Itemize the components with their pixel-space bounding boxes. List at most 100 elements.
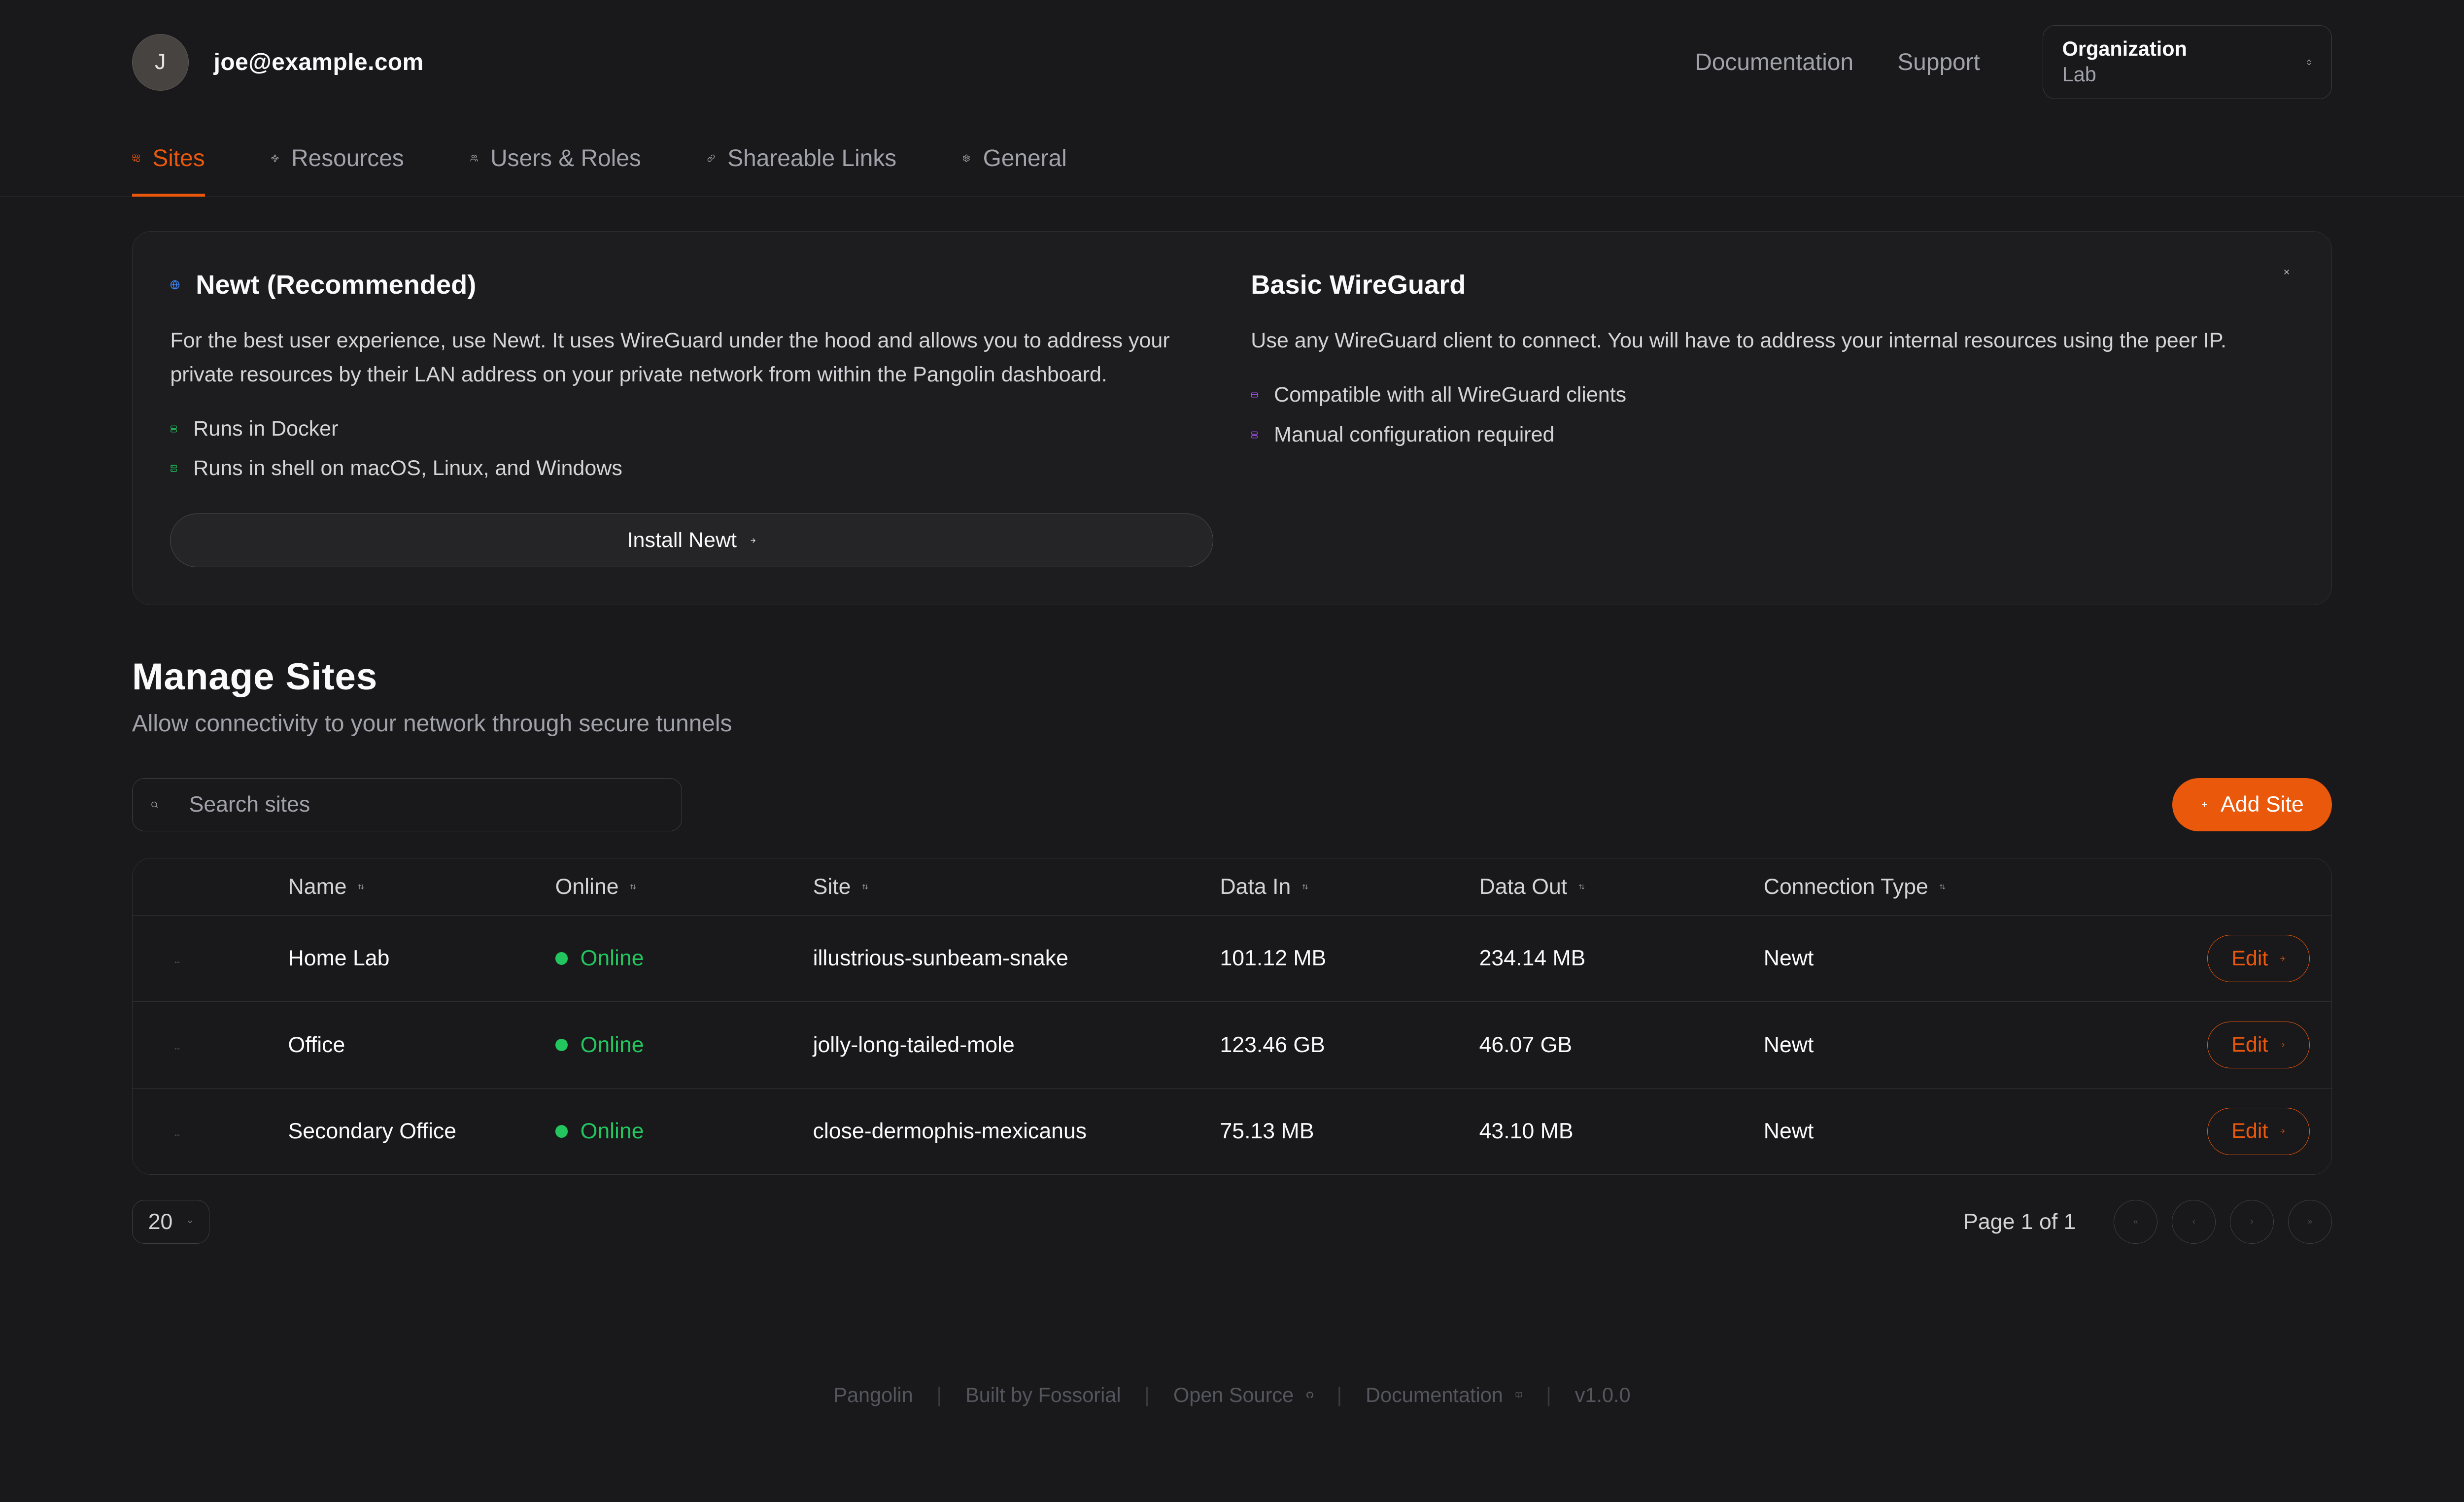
- column-header-online[interactable]: Online: [555, 875, 813, 899]
- wireguard-section: Basic WireGuard Use any WireGuard client…: [1251, 270, 2293, 567]
- tab-bar: Sites Resources Users & Roles Shareable …: [0, 123, 2464, 197]
- data-in: 123.46 GB: [1220, 1032, 1325, 1057]
- ellipsis-icon: [174, 1048, 179, 1050]
- site-nice-id: jolly-long-tailed-mole: [813, 1032, 1015, 1057]
- online-status: Online: [555, 1033, 813, 1058]
- gear-icon: [963, 154, 970, 162]
- avatar[interactable]: J: [132, 34, 189, 91]
- site-name: Home Lab: [288, 946, 390, 971]
- close-icon: [2284, 270, 2289, 274]
- sites-icon: [132, 154, 140, 162]
- sites-table: Name Online Site Data In Data Out Connec…: [132, 858, 2332, 1175]
- chevrons-up-down-icon: [2307, 59, 2311, 65]
- close-button[interactable]: [2277, 262, 2297, 282]
- last-page-button[interactable]: [2288, 1200, 2332, 1244]
- column-header-data-in[interactable]: Data In: [1220, 875, 1479, 899]
- chevron-left-icon: [2192, 1220, 2195, 1224]
- row-menu-button[interactable]: [167, 1125, 187, 1145]
- sort-icon: [862, 884, 868, 889]
- credit-card-icon: [1251, 392, 1258, 398]
- page-indicator: Page 1 of 1: [1963, 1209, 2076, 1234]
- top-bar: J joe@example.com Documentation Support …: [0, 0, 2464, 123]
- table-header: Name Online Site Data In Data Out Connec…: [133, 858, 2331, 915]
- row-menu-button[interactable]: [167, 953, 187, 973]
- footer-version: v1.0.0: [1574, 1383, 1631, 1407]
- row-menu-button[interactable]: [167, 1039, 187, 1059]
- site-footer: Pangolin | Built by Fossorial | Open Sou…: [833, 1383, 1631, 1407]
- org-switcher[interactable]: Organization Lab: [2043, 25, 2332, 100]
- data-in: 75.13 MB: [1220, 1119, 1314, 1143]
- data-out: 46.07 GB: [1479, 1032, 1573, 1057]
- site-name: Secondary Office: [288, 1119, 457, 1143]
- search-input[interactable]: [132, 778, 682, 831]
- sort-icon: [358, 884, 364, 889]
- ellipsis-icon: [174, 1134, 179, 1136]
- chevron-down-icon: [188, 1221, 192, 1223]
- feature-item: Compatible with all WireGuard clients: [1251, 383, 2293, 407]
- add-site-button[interactable]: Add Site: [2172, 778, 2332, 831]
- connection-type: Newt: [1763, 1119, 1814, 1143]
- server-icon: [171, 425, 177, 432]
- user-email: joe@example.com: [213, 49, 424, 75]
- link-icon: [707, 154, 715, 162]
- connect-card: Newt (Recommended) For the best user exp…: [132, 231, 2332, 606]
- wireguard-description: Use any WireGuard client to connect. You…: [1251, 328, 2226, 352]
- prev-page-button[interactable]: [2171, 1200, 2216, 1244]
- column-header-name[interactable]: Name: [288, 875, 555, 899]
- plus-icon: [2202, 802, 2207, 807]
- edit-button[interactable]: Edit: [2207, 1108, 2310, 1155]
- wireguard-title: Basic WireGuard: [1251, 270, 1466, 300]
- tab-general[interactable]: General: [962, 136, 1067, 197]
- top-bar-right: Documentation Support Organization Lab: [1651, 25, 2332, 100]
- status-dot: [555, 952, 568, 965]
- table-row: Office Online jolly-long-tailed-mole 123…: [132, 1001, 2332, 1088]
- first-page-button[interactable]: [2113, 1200, 2158, 1244]
- sort-icon: [1940, 884, 1946, 889]
- page-subtitle: Allow connectivity to your network throu…: [132, 710, 732, 737]
- edit-button[interactable]: Edit: [2207, 1021, 2310, 1069]
- tab-shareable-links[interactable]: Shareable Links: [707, 136, 896, 197]
- tab-users-roles[interactable]: Users & Roles: [470, 136, 641, 197]
- sort-icon: [630, 884, 636, 889]
- sort-icon: [1302, 884, 1308, 889]
- next-page-button[interactable]: [2229, 1200, 2274, 1244]
- server-icon: [171, 465, 177, 472]
- edit-button[interactable]: Edit: [2207, 935, 2310, 982]
- status-dot: [555, 1125, 568, 1138]
- column-header-data-out[interactable]: Data Out: [1479, 875, 1764, 899]
- column-header-connection-type[interactable]: Connection Type: [1764, 875, 2194, 899]
- nav-link-documentation[interactable]: Documentation: [1695, 49, 1854, 75]
- newt-section: Newt (Recommended) For the best user exp…: [170, 270, 1213, 567]
- footer-link-documentation[interactable]: Documentation: [1366, 1383, 1522, 1407]
- footer-link-fossorial[interactable]: Built by Fossorial: [965, 1383, 1121, 1407]
- online-status: Online: [555, 946, 813, 971]
- online-status: Online: [555, 1119, 813, 1144]
- site-name: Office: [288, 1032, 345, 1057]
- data-out: 234.14 MB: [1479, 946, 1586, 971]
- chevrons-left-icon: [2133, 1220, 2138, 1224]
- install-newt-button[interactable]: Install Newt: [170, 513, 1213, 567]
- org-switcher-value: Lab: [2062, 63, 2096, 86]
- connection-type: Newt: [1763, 946, 1814, 971]
- table-footer: 20 Page 1 of 1: [132, 1200, 2332, 1244]
- chevron-right-icon: [2251, 1220, 2253, 1224]
- status-dot: [555, 1038, 568, 1052]
- sort-icon: [1578, 884, 1584, 889]
- book-open-icon: [1515, 1392, 1522, 1399]
- arrow-right-icon: [2280, 1129, 2285, 1134]
- users-icon: [470, 155, 478, 162]
- column-header-site[interactable]: Site: [813, 875, 1220, 899]
- page-size-select[interactable]: 20: [132, 1200, 209, 1244]
- arrow-right-icon: [2280, 1043, 2285, 1047]
- chevrons-right-icon: [2308, 1220, 2312, 1224]
- data-in: 101.12 MB: [1220, 946, 1327, 971]
- toolbar: Add Site: [132, 778, 2332, 831]
- site-nice-id: illustrious-sunbeam-snake: [813, 946, 1068, 971]
- footer-link-open-source[interactable]: Open Source: [1173, 1383, 1313, 1407]
- feature-item: Runs in Docker: [170, 417, 1213, 441]
- org-switcher-label: Organization: [2062, 37, 2187, 61]
- nav-link-support[interactable]: Support: [1897, 49, 1980, 75]
- feature-item: Runs in shell on macOS, Linux, and Windo…: [170, 456, 1213, 480]
- tab-sites[interactable]: Sites: [132, 136, 205, 197]
- tab-resources[interactable]: Resources: [271, 136, 404, 197]
